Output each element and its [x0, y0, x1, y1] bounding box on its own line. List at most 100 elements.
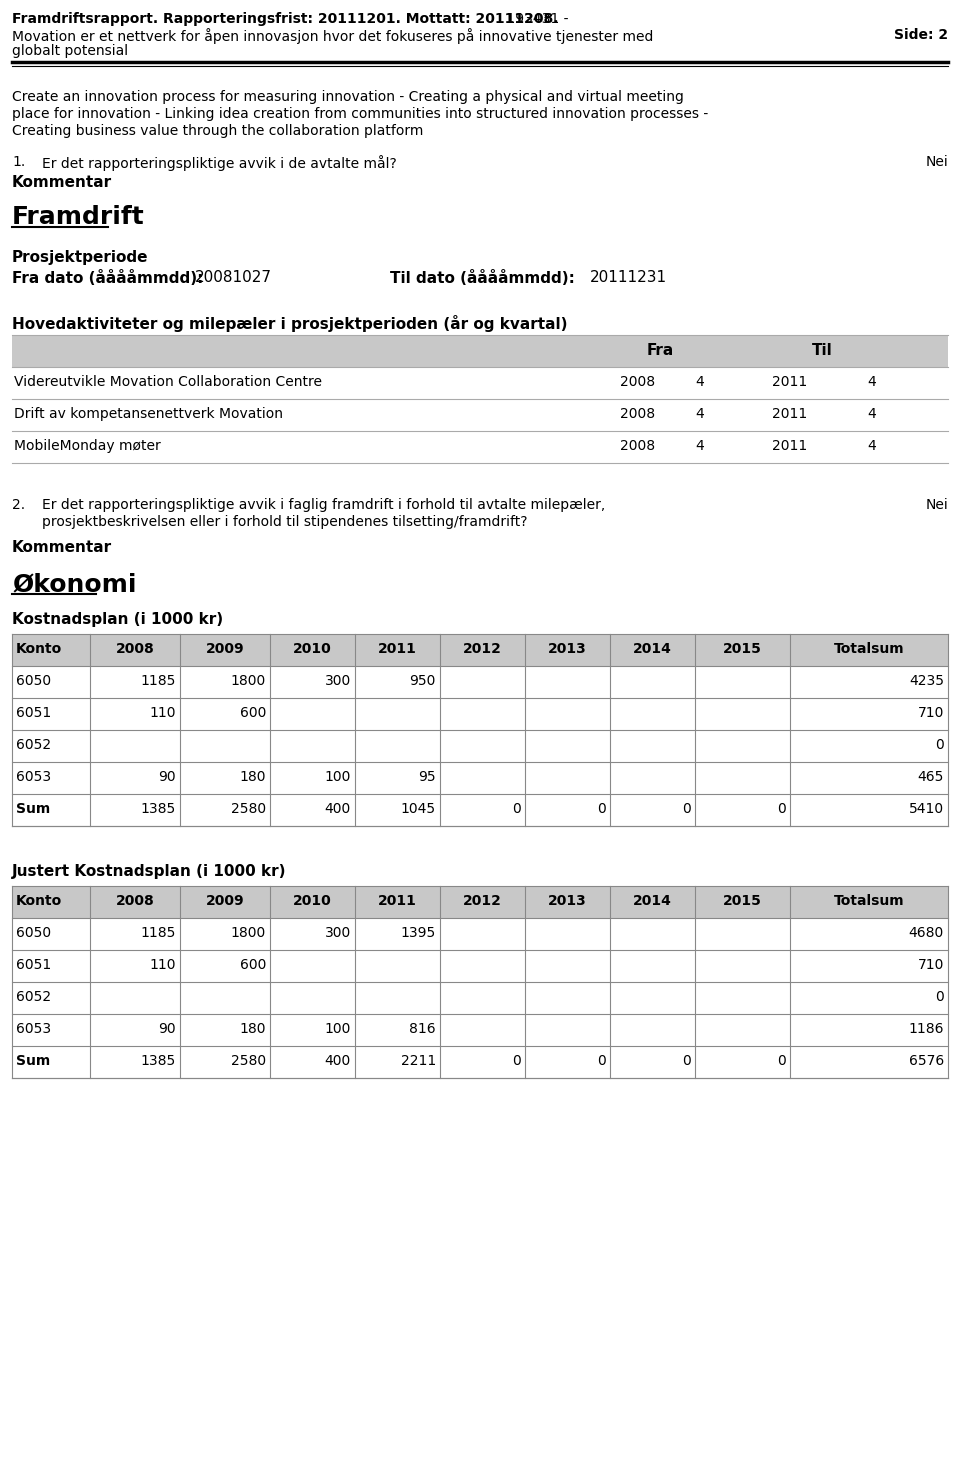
Text: 0: 0 [597, 802, 606, 816]
Text: 1800: 1800 [230, 926, 266, 940]
Text: 0: 0 [513, 802, 521, 816]
Text: Fra dato (ååååmmdd):: Fra dato (ååååmmdd): [12, 270, 204, 286]
Text: 2008: 2008 [620, 376, 656, 389]
Text: Kommentar: Kommentar [12, 175, 112, 191]
Text: 2014: 2014 [633, 893, 672, 908]
Text: 1186: 1186 [908, 1022, 944, 1036]
Text: Videreutvikle Movation Collaboration Centre: Videreutvikle Movation Collaboration Cen… [14, 376, 322, 389]
Text: 2011: 2011 [773, 439, 807, 453]
Text: globalt potensial: globalt potensial [12, 44, 128, 59]
Text: 300: 300 [324, 926, 351, 940]
Text: Sum: Sum [16, 1053, 50, 1068]
Text: Totalsum: Totalsum [833, 643, 904, 656]
Text: 1385: 1385 [141, 802, 176, 816]
Text: 4: 4 [696, 376, 705, 389]
Text: Er det rapporteringspliktige avvik i de avtalte mål?: Er det rapporteringspliktige avvik i de … [42, 156, 396, 172]
Text: 6051: 6051 [16, 958, 51, 973]
Text: 6050: 6050 [16, 926, 51, 940]
Text: Til: Til [812, 343, 833, 358]
Text: 1045: 1045 [401, 802, 436, 816]
Text: 2011: 2011 [773, 376, 807, 389]
Text: Nei: Nei [925, 497, 948, 512]
Text: Fra: Fra [647, 343, 674, 358]
Text: 0: 0 [513, 1053, 521, 1068]
Text: 180: 180 [239, 1022, 266, 1036]
Text: 6052: 6052 [16, 990, 51, 1003]
Text: 1185: 1185 [140, 926, 176, 940]
Text: 2009: 2009 [205, 893, 244, 908]
Text: 90: 90 [158, 770, 176, 783]
Text: 2012: 2012 [463, 643, 502, 656]
Text: 0: 0 [683, 802, 691, 816]
Text: 600: 600 [240, 706, 266, 720]
Text: 6576: 6576 [909, 1053, 944, 1068]
Text: 95: 95 [419, 770, 436, 783]
Text: 4: 4 [868, 406, 876, 421]
Text: 465: 465 [918, 770, 944, 783]
Text: 4: 4 [868, 439, 876, 453]
Text: 20081027: 20081027 [195, 270, 272, 285]
Text: 6052: 6052 [16, 738, 51, 753]
Text: 4235: 4235 [909, 673, 944, 688]
Text: 1800: 1800 [230, 673, 266, 688]
Text: MobileMonday møter: MobileMonday møter [14, 439, 160, 453]
Text: 2010: 2010 [293, 893, 332, 908]
Text: 2014: 2014 [633, 643, 672, 656]
Text: 2580: 2580 [230, 802, 266, 816]
Text: Nei: Nei [925, 156, 948, 169]
Bar [12, 886, 948, 918]
Text: 2013: 2013 [548, 893, 587, 908]
Text: 20111231: 20111231 [590, 270, 667, 285]
Text: Totalsum: Totalsum [833, 893, 904, 908]
Text: 816: 816 [409, 1022, 436, 1036]
Text: 0: 0 [778, 1053, 786, 1068]
Text: 0: 0 [597, 1053, 606, 1068]
Text: 0: 0 [935, 990, 944, 1003]
Text: 1.: 1. [12, 156, 25, 169]
Text: 6053: 6053 [16, 1022, 51, 1036]
Text: Framdrift: Framdrift [12, 205, 145, 229]
Text: Er det rapporteringspliktige avvik i faglig framdrift i forhold til avtalte mile: Er det rapporteringspliktige avvik i fag… [42, 497, 605, 512]
Text: Til dato (ååååmmdd):: Til dato (ååååmmdd): [390, 270, 575, 286]
Text: Justert Kostnadsplan (i 1000 kr): Justert Kostnadsplan (i 1000 kr) [12, 864, 286, 879]
Bar [12, 334, 948, 367]
Text: 2015: 2015 [723, 893, 762, 908]
Text: Create an innovation process for measuring innovation - Creating a physical and : Create an innovation process for measuri… [12, 89, 684, 104]
Text: 2011: 2011 [378, 893, 417, 908]
Text: 710: 710 [918, 958, 944, 973]
Text: 2008: 2008 [620, 406, 656, 421]
Text: 2009: 2009 [205, 643, 244, 656]
Text: Creating business value through the collaboration platform: Creating business value through the coll… [12, 125, 423, 138]
Text: Økonomi: Økonomi [12, 572, 136, 596]
Text: 2008: 2008 [115, 893, 155, 908]
Text: 2013: 2013 [548, 643, 587, 656]
Text: 2008: 2008 [620, 439, 656, 453]
Text: 0: 0 [935, 738, 944, 753]
Text: Hovedaktiviteter og milepæler i prosjektperioden (år og kvartal): Hovedaktiviteter og milepæler i prosjekt… [12, 315, 567, 332]
Text: 2008: 2008 [115, 643, 155, 656]
Text: 110: 110 [150, 958, 176, 973]
Text: 1185: 1185 [140, 673, 176, 688]
Text: 4: 4 [696, 406, 705, 421]
Text: 4: 4 [868, 376, 876, 389]
Text: 6050: 6050 [16, 673, 51, 688]
Text: 2011: 2011 [378, 643, 417, 656]
Text: 710: 710 [918, 706, 944, 720]
Text: Side: 2: Side: 2 [894, 28, 948, 43]
Text: 2010: 2010 [293, 643, 332, 656]
Text: 0: 0 [683, 1053, 691, 1068]
Text: 90: 90 [158, 1022, 176, 1036]
Text: 1395: 1395 [400, 926, 436, 940]
Text: 2011: 2011 [773, 406, 807, 421]
Text: 2.: 2. [12, 497, 25, 512]
Text: 4680: 4680 [909, 926, 944, 940]
Text: 5410: 5410 [909, 802, 944, 816]
Text: 300: 300 [324, 673, 351, 688]
Text: 600: 600 [240, 958, 266, 973]
Text: 950: 950 [410, 673, 436, 688]
Text: place for innovation - Linking idea creation from communities into structured in: place for innovation - Linking idea crea… [12, 107, 708, 120]
Text: 2580: 2580 [230, 1053, 266, 1068]
Text: Kostnadsplan (i 1000 kr): Kostnadsplan (i 1000 kr) [12, 612, 223, 626]
Text: 6053: 6053 [16, 770, 51, 783]
Bar [12, 634, 948, 666]
